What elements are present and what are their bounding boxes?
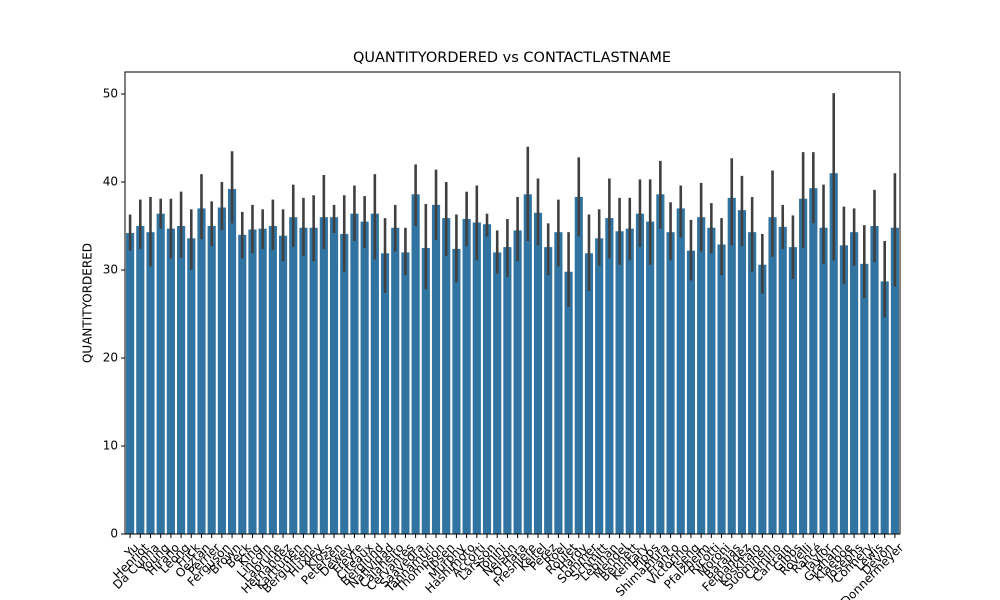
bar bbox=[758, 264, 767, 534]
bar bbox=[401, 252, 410, 534]
bar bbox=[248, 229, 257, 534]
bar bbox=[411, 194, 420, 534]
bar bbox=[238, 234, 247, 535]
bar bbox=[544, 247, 553, 534]
bar bbox=[707, 227, 716, 534]
bar bbox=[748, 232, 757, 534]
chart-title: QUANTITYORDERED vs CONTACTLASTNAME bbox=[353, 50, 671, 66]
bar bbox=[268, 226, 277, 534]
bar bbox=[472, 222, 481, 535]
bar bbox=[860, 263, 869, 534]
bar bbox=[605, 218, 614, 534]
bar bbox=[768, 217, 777, 534]
bar bbox=[574, 196, 583, 534]
bar bbox=[166, 228, 175, 534]
bar bbox=[717, 244, 726, 535]
bar bbox=[676, 208, 685, 534]
bar bbox=[839, 245, 848, 535]
bar bbox=[187, 238, 196, 534]
bar bbox=[380, 253, 390, 534]
bar bbox=[329, 217, 339, 534]
bar bbox=[207, 226, 216, 534]
bar bbox=[850, 232, 859, 534]
bar bbox=[156, 213, 165, 534]
bar bbox=[299, 227, 308, 534]
bar bbox=[799, 198, 808, 534]
y-axis-label: QUANTITYORDERED bbox=[81, 243, 95, 363]
bar bbox=[227, 189, 237, 535]
bar bbox=[880, 281, 889, 534]
bar bbox=[309, 227, 318, 534]
bar bbox=[482, 224, 492, 535]
y-tick-label: 20 bbox=[103, 351, 118, 365]
bar bbox=[635, 213, 645, 534]
bar bbox=[126, 233, 135, 535]
bar bbox=[197, 208, 206, 534]
bar bbox=[370, 213, 379, 534]
bar bbox=[809, 188, 818, 534]
bar bbox=[646, 221, 655, 534]
bar bbox=[136, 226, 145, 534]
bar bbox=[421, 248, 430, 534]
bar bbox=[697, 217, 706, 534]
bar bbox=[666, 232, 675, 534]
bar bbox=[564, 271, 573, 534]
bar bbox=[686, 250, 696, 534]
bar bbox=[890, 227, 899, 534]
bar bbox=[177, 226, 186, 534]
bar bbox=[503, 247, 512, 534]
y-tick-label: 30 bbox=[103, 263, 118, 277]
y-tick-label: 50 bbox=[103, 87, 118, 101]
plot-frame bbox=[124, 71, 901, 535]
bar bbox=[350, 213, 359, 534]
bar bbox=[533, 212, 543, 535]
bar bbox=[442, 218, 451, 534]
y-tick-label: 0 bbox=[110, 527, 118, 541]
bar bbox=[217, 207, 226, 534]
bar bbox=[584, 253, 594, 534]
bar bbox=[493, 252, 502, 534]
bar bbox=[462, 218, 471, 534]
bar bbox=[615, 231, 624, 534]
bar bbox=[788, 247, 798, 534]
y-tick-label: 40 bbox=[103, 175, 118, 189]
bar bbox=[829, 173, 838, 534]
bar bbox=[431, 204, 441, 534]
bar bbox=[278, 235, 288, 534]
bar bbox=[340, 233, 349, 535]
bar bbox=[625, 228, 634, 534]
bar bbox=[360, 221, 369, 534]
bar bbox=[146, 232, 155, 534]
bar bbox=[289, 217, 298, 534]
bar bbox=[778, 226, 787, 534]
bar bbox=[319, 217, 328, 534]
bar bbox=[819, 227, 828, 534]
bar bbox=[513, 230, 522, 534]
bar bbox=[391, 227, 400, 534]
bar bbox=[595, 238, 604, 534]
bar bbox=[870, 226, 879, 534]
bar bbox=[258, 228, 267, 534]
bar bbox=[737, 210, 747, 534]
bar bbox=[554, 232, 563, 534]
bar bbox=[656, 194, 665, 534]
bar bbox=[452, 248, 461, 534]
y-tick-label: 10 bbox=[103, 439, 118, 453]
bar bbox=[523, 194, 532, 534]
bar bbox=[727, 197, 736, 534]
